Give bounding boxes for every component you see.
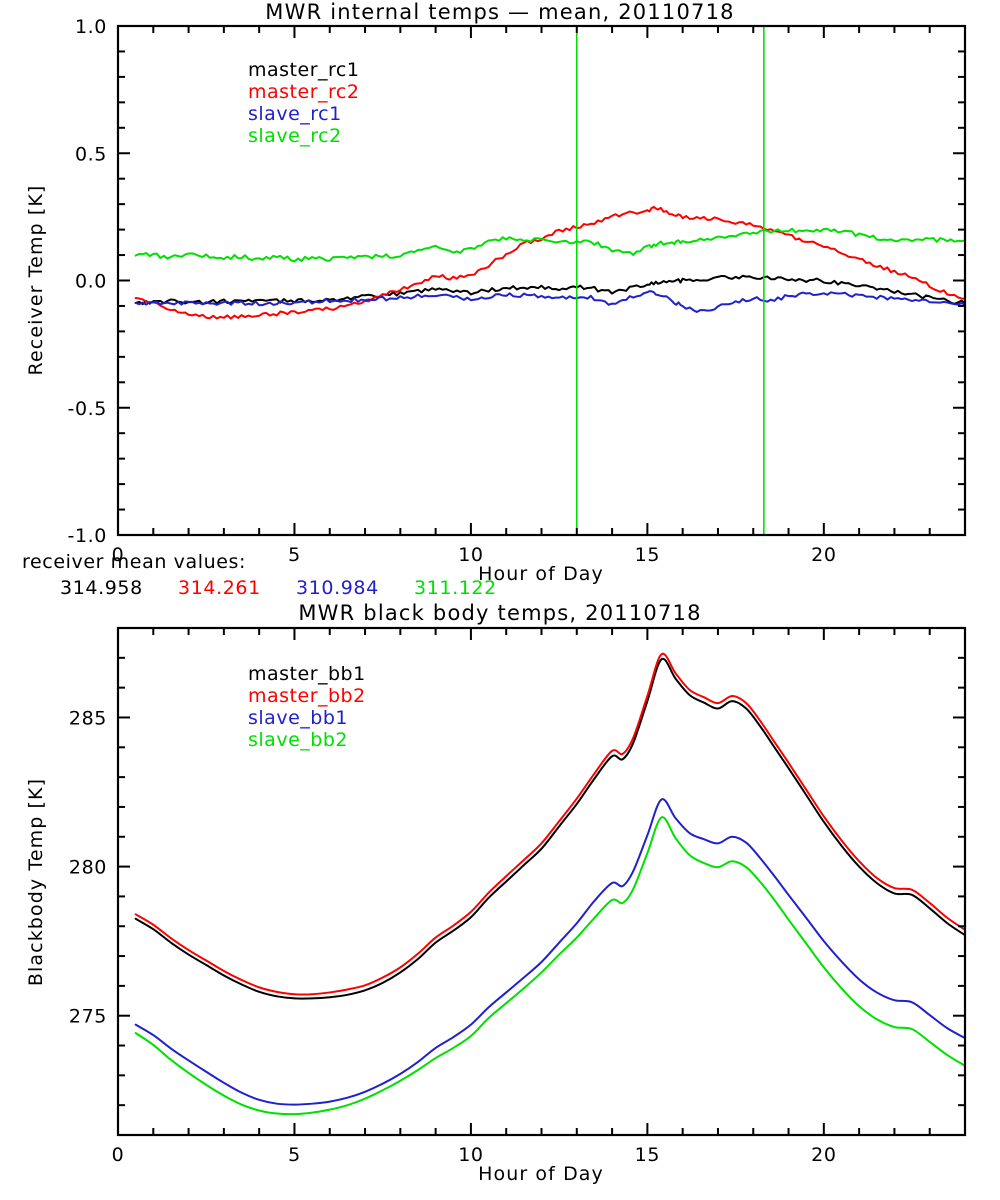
y-tick-labels-receiver: -1.0 -0.5 0.0 0.5 1.0 bbox=[68, 16, 107, 547]
series-line-slave_bb2 bbox=[134, 816, 966, 1116]
y-tick-label: -1.0 bbox=[68, 525, 107, 547]
receiver-mean-annotation: receiver mean values: 314.958 314.261 310.… bbox=[22, 551, 497, 599]
legend-item-master_bb2: master_bb2 bbox=[248, 685, 366, 707]
x-tick-label: 5 bbox=[288, 544, 301, 566]
x-axis-label-blackbody: Hour of Day bbox=[478, 1163, 604, 1185]
y-tick-labels-blackbody: 275 280 285 bbox=[69, 707, 107, 1028]
chart-title-receiver: MWR internal temps — mean, 20110718 bbox=[265, 0, 734, 24]
x-tick-labels-receiver: 0 5 10 15 20 bbox=[112, 544, 836, 566]
x-tick-label: 5 bbox=[288, 1144, 301, 1166]
series-line-master_rc2 bbox=[134, 205, 966, 320]
receiver-mean-value-master_rc2: 314.261 bbox=[178, 577, 261, 599]
y-axis-label-blackbody: Blackbody Temp [K] bbox=[25, 778, 47, 986]
receiver-mean-values: 314.958 314.261 310.984 311.122 bbox=[60, 577, 497, 599]
series-line-master_bb1 bbox=[134, 657, 966, 1000]
y-tick-label: 280 bbox=[69, 857, 107, 879]
legend-item-slave_bb1: slave_bb1 bbox=[248, 707, 348, 729]
y-tick-label: 0.5 bbox=[75, 143, 107, 165]
y-axis-label-receiver: Receiver Temp [K] bbox=[25, 185, 47, 376]
chart-title-blackbody: MWR black body temps, 20110718 bbox=[298, 601, 701, 625]
series-line-slave_rc2 bbox=[134, 227, 966, 263]
legend-item-slave_bb2: slave_bb2 bbox=[248, 729, 348, 751]
receiver-mean-label: receiver mean values: bbox=[22, 551, 246, 573]
series-line-master_rc1 bbox=[134, 274, 966, 306]
y-tick-label: 285 bbox=[69, 707, 107, 729]
series-group-blackbody bbox=[134, 652, 966, 1116]
receiver-mean-value-slave_rc2: 311.122 bbox=[414, 577, 497, 599]
y-tick-label: 1.0 bbox=[75, 16, 107, 38]
series-line-master_bb2 bbox=[134, 652, 966, 996]
x-tick-label: 15 bbox=[635, 1144, 660, 1166]
x-tick-label: 20 bbox=[811, 544, 836, 566]
legend-item-master_rc2: master_rc2 bbox=[248, 81, 359, 103]
receiver-mean-value-slave_rc1: 310.984 bbox=[296, 577, 379, 599]
x-tick-label: 20 bbox=[811, 1144, 836, 1166]
y-tick-label: 0.0 bbox=[75, 271, 107, 293]
vertical-marker-lines bbox=[575, 27, 765, 534]
x-tick-label: 10 bbox=[458, 544, 483, 566]
series-line-slave_rc1 bbox=[134, 290, 966, 313]
legend-item-slave_rc1: slave_rc1 bbox=[248, 103, 342, 125]
axis-ticks-receiver bbox=[117, 25, 966, 536]
legend-item-slave_rc2: slave_rc2 bbox=[248, 125, 342, 147]
legend-item-master_rc1: master_rc1 bbox=[248, 59, 359, 81]
y-tick-label: -0.5 bbox=[68, 398, 107, 420]
x-tick-label: 0 bbox=[112, 544, 125, 566]
x-tick-label: 0 bbox=[112, 1144, 125, 1166]
x-axis-label-receiver: Hour of Day bbox=[478, 563, 604, 585]
axis-ticks-blackbody bbox=[117, 627, 966, 1136]
panel-receiver-temps: MWR internal temps — mean, 20110718 0 5 10… bbox=[25, 0, 967, 585]
series-group-receiver bbox=[134, 205, 966, 320]
x-tick-label: 10 bbox=[458, 1144, 483, 1166]
panel-blackbody-temps: MWR black body temps, 20110718 0 5 10 15 20 … bbox=[25, 601, 967, 1185]
y-tick-label: 275 bbox=[69, 1006, 107, 1028]
receiver-mean-value-master_rc1: 314.958 bbox=[60, 577, 143, 599]
legend-item-master_bb1: master_bb1 bbox=[248, 663, 366, 685]
series-line-slave_bb1 bbox=[134, 798, 966, 1106]
x-tick-label: 15 bbox=[635, 544, 660, 566]
x-tick-labels-blackbody: 0 5 10 15 20 bbox=[112, 1144, 836, 1166]
